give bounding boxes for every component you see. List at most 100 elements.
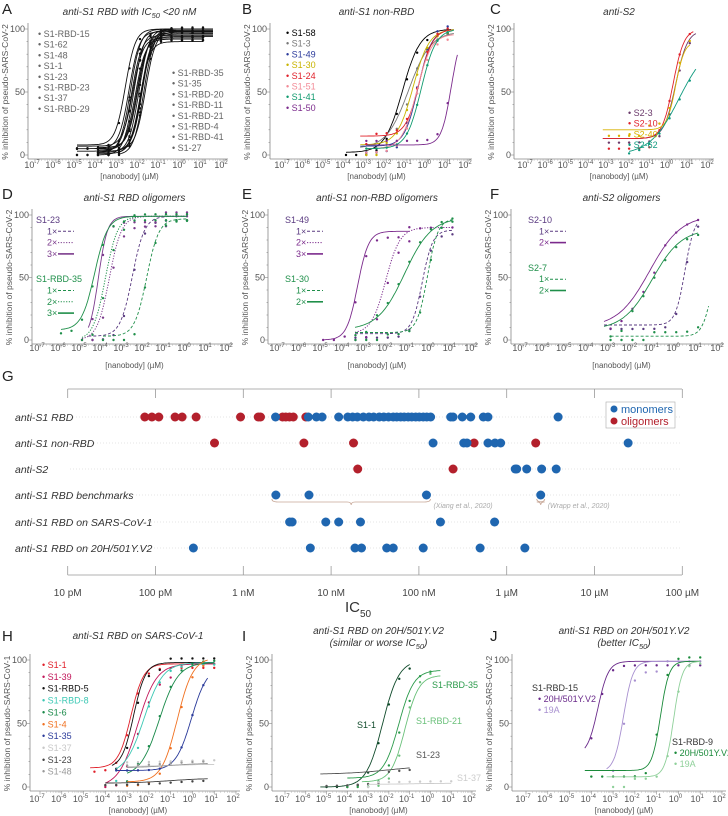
- legend-label: S1-35: [178, 79, 202, 89]
- data-point: [436, 32, 439, 36]
- x-tick-base: 10: [378, 794, 388, 804]
- data-point: [147, 745, 151, 748]
- data-point: [627, 152, 631, 155]
- legend-label: S1-23: [44, 72, 68, 82]
- legend-bullet: •: [38, 40, 44, 50]
- legend-label: S1-3: [292, 39, 311, 49]
- data-point: [678, 98, 681, 101]
- x-tick-label: 10-3: [356, 160, 372, 170]
- data-point: [397, 332, 400, 336]
- data-point: [386, 336, 389, 339]
- data-point: [688, 41, 691, 45]
- x-tick-label: 10-1: [644, 343, 660, 353]
- x-tick-exponent: -4: [591, 794, 597, 800]
- legend-bullet: •: [172, 132, 178, 142]
- panel-title: anti-S1 RBD on 20H/501Y.V2: [559, 626, 690, 637]
- oligomer-dot: [236, 412, 246, 422]
- data-point: [631, 338, 634, 342]
- data-point: [191, 780, 194, 783]
- data-point: [365, 330, 368, 334]
- x-tick-base: 10: [691, 794, 701, 804]
- data-point: [169, 676, 172, 679]
- data-point: [429, 228, 433, 231]
- x-tick-base: 10: [226, 794, 236, 804]
- x-tick-exponent: -6: [55, 160, 61, 166]
- x-tick-label: 100 nM: [402, 588, 435, 599]
- x-tick-label: 10-2: [377, 343, 393, 353]
- x-tick-base: 10: [688, 343, 698, 353]
- data-point: [375, 153, 378, 157]
- data-point: [136, 763, 140, 767]
- data-point: [191, 38, 194, 42]
- x-tick-exponent: 0: [670, 160, 674, 166]
- series-curve-s1-rbd-4: [77, 37, 203, 147]
- legend-label: S1-1: [48, 660, 67, 670]
- data-point: [93, 770, 96, 773]
- data-point: [607, 147, 611, 150]
- data-point: [648, 142, 651, 146]
- x-tick-label: 10-6: [537, 794, 553, 804]
- data-point: [169, 685, 172, 689]
- legend-valency-label: 1×: [539, 226, 549, 236]
- data-point: [398, 769, 401, 773]
- data-point: [446, 101, 449, 105]
- data-point: [180, 761, 183, 764]
- data-point: [101, 253, 105, 257]
- legend-label: S2-3: [634, 108, 653, 118]
- data-point: [365, 338, 368, 342]
- legend-group-label: S1-23: [36, 215, 60, 225]
- data-point: [136, 783, 140, 786]
- legend-item: • S1-1: [38, 61, 63, 71]
- data-point: [397, 236, 400, 239]
- legend-label: S1-27: [178, 143, 202, 153]
- data-point: [436, 30, 439, 33]
- data-point: [143, 213, 147, 216]
- series-curve-s2-7-2-: [603, 232, 699, 327]
- x-tick-base: 10: [24, 160, 34, 170]
- data-point: [655, 775, 658, 778]
- legend-bullet: •: [628, 129, 634, 139]
- x-tick-label: 10-6: [51, 794, 67, 804]
- data-point: [446, 25, 449, 28]
- x-tick-base: 10: [337, 794, 347, 804]
- x-tick-label: 100 pM: [139, 588, 172, 599]
- x-tick-base: 10: [92, 343, 102, 353]
- data-point: [122, 235, 126, 238]
- x-tick-exponent: -1: [160, 160, 166, 166]
- series-curve-s1-rbd-21: [361, 675, 441, 783]
- data-point: [107, 150, 110, 154]
- data-point: [158, 681, 161, 684]
- data-point: [191, 662, 194, 666]
- y-tick-label: 100: [493, 210, 508, 220]
- data-point: [696, 233, 700, 237]
- data-point: [685, 330, 689, 333]
- legend-bullet: •: [628, 108, 634, 118]
- x-tick-base: 10: [421, 343, 431, 353]
- series-curve-s2-10-2-: [603, 219, 699, 322]
- legend-label: S1-1: [44, 61, 63, 71]
- x-tick-exponent: -3: [610, 343, 616, 349]
- data-point: [91, 285, 94, 288]
- monomer-dot: [382, 543, 392, 553]
- panel-title: anti-S1 RBD on 20H/501Y.V2: [313, 626, 444, 637]
- data-point: [202, 664, 205, 668]
- legend-label: S1-RBD-11: [178, 100, 223, 110]
- data-point: [138, 59, 142, 62]
- legend-label: S1-RBD-4: [178, 122, 219, 132]
- legend-item: • S2-10: [628, 119, 658, 129]
- series-curve-20h-501y-v2: [584, 660, 701, 771]
- x-tick-label: 10-2: [129, 160, 145, 170]
- panel-letter: I: [242, 628, 246, 645]
- panel-g: G 10 pM 100 pM 1 nM 10 nM 100 nM 1 µM 10 µM 100 …: [2, 368, 699, 620]
- x-tick-label: 100: [669, 794, 683, 804]
- x-axis-label: IC50: [345, 599, 372, 620]
- series-curve-19a: [606, 661, 701, 778]
- legend-bullet: •: [38, 104, 44, 114]
- x-tick-base: 10: [183, 794, 193, 804]
- series-curve-s2-10: [602, 31, 694, 140]
- legend-bullet: •: [38, 50, 44, 60]
- x-axis-label: [nanobody] (µM): [109, 806, 168, 815]
- data-point: [395, 146, 399, 149]
- series-curve-s1-rbd-35-3-: [60, 215, 187, 330]
- x-tick-label: 102: [700, 160, 714, 170]
